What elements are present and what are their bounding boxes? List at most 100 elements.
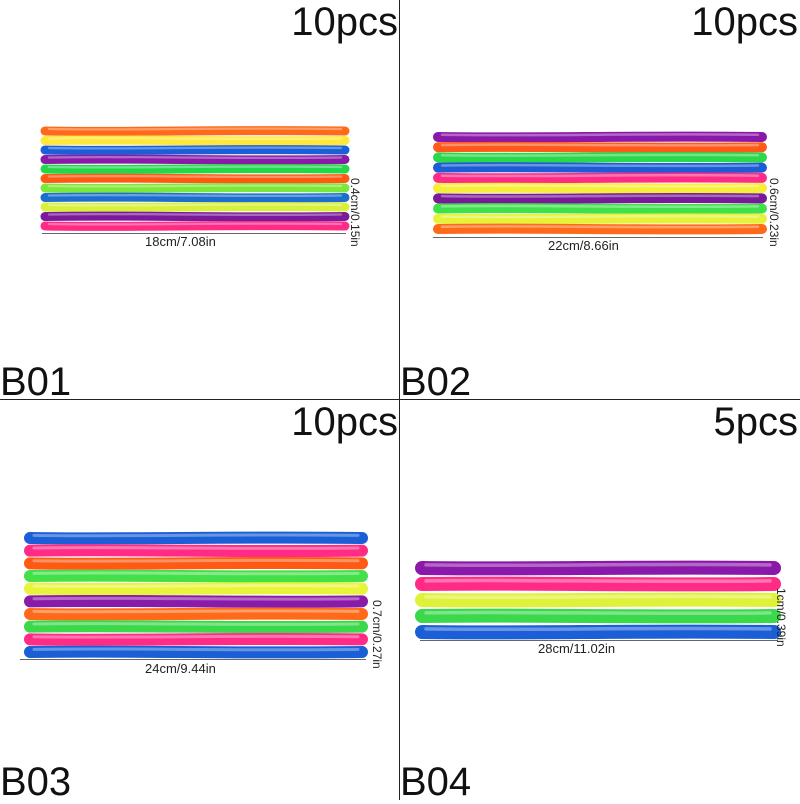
straw-bundle-b01 — [40, 126, 350, 231]
width-label: 0.4cm/0.15in — [348, 178, 362, 247]
width-label: 0.7cm/0.27in — [370, 600, 384, 669]
straw-highlight — [47, 127, 343, 131]
noodle-straw — [40, 211, 350, 222]
width-label: 0.6cm/0.23in — [767, 178, 781, 247]
straw-highlight — [32, 546, 360, 550]
product-code: B02 — [400, 360, 472, 404]
straw-highlight — [440, 133, 760, 137]
straw-highlight — [47, 165, 343, 169]
straw-highlight — [424, 578, 772, 584]
length-dimension-line — [42, 233, 346, 234]
noodle-straw — [433, 182, 767, 194]
panel-b02: 10pcs 22cm/8.66in 0.6cm/0.23in B02 — [400, 0, 800, 404]
noodle-straw — [433, 131, 767, 143]
straw-highlight — [47, 155, 343, 160]
noodle-straw — [433, 162, 767, 174]
count-label: 10pcs — [691, 0, 798, 44]
straw-highlight — [47, 184, 343, 188]
noodle-straw — [415, 560, 781, 576]
noodle-straw — [24, 645, 368, 659]
noodle-straw — [24, 620, 368, 634]
straw-bundle-b03 — [24, 531, 368, 659]
panel-b01: 10pcs 18cm/7.08in 0.4cm/0.15in B01 — [0, 0, 400, 404]
straw-highlight — [47, 174, 343, 179]
length-dimension-line — [420, 640, 778, 641]
noodle-straw — [415, 592, 781, 608]
noodle-straw — [433, 192, 767, 204]
noodle-straw — [40, 126, 350, 136]
length-label: 22cm/8.66in — [548, 238, 619, 253]
noodle-straw — [415, 608, 781, 624]
product-code: B03 — [0, 760, 72, 804]
straw-highlight — [440, 143, 760, 147]
straw-highlight — [440, 225, 760, 229]
noodle-straw — [40, 183, 350, 193]
width-label: 1cm/0.39in — [774, 588, 788, 647]
straw-highlight — [32, 533, 360, 538]
straw-highlight — [47, 212, 343, 217]
count-label: 5pcs — [713, 400, 799, 444]
noodle-straw — [433, 203, 767, 214]
horizontal-divider — [0, 399, 800, 400]
noodle-straw — [415, 624, 781, 640]
noodle-straw — [24, 569, 368, 583]
noodle-straw — [40, 221, 350, 231]
noodle-straw — [415, 576, 781, 592]
noodle-straw — [40, 154, 350, 165]
noodle-straw — [40, 145, 350, 155]
count-label: 10pcs — [291, 400, 398, 444]
noodle-straw — [40, 192, 350, 203]
straw-highlight — [32, 584, 360, 588]
noodle-straw — [24, 607, 368, 621]
straw-highlight — [440, 174, 760, 178]
straw-highlight — [440, 194, 760, 198]
product-code: B01 — [0, 360, 72, 404]
length-label: 24cm/9.44in — [145, 661, 216, 676]
noodle-straw — [24, 556, 368, 570]
length-dimension-line — [433, 237, 763, 238]
count-label: 10pcs — [291, 0, 398, 44]
noodle-straw — [40, 202, 350, 212]
noodle-straw — [433, 152, 767, 163]
length-label: 18cm/7.08in — [145, 234, 216, 249]
straw-highlight — [424, 610, 772, 616]
noodle-straw — [40, 173, 350, 184]
straw-highlight — [424, 626, 772, 632]
noodle-straw — [40, 135, 350, 146]
noodle-straw — [433, 213, 767, 225]
straw-highlight — [47, 203, 343, 207]
straw-bundle-b02 — [433, 131, 767, 235]
product-code: B04 — [400, 760, 472, 804]
straw-highlight — [47, 193, 343, 198]
noodle-straw — [24, 632, 368, 646]
vertical-divider — [399, 0, 400, 800]
straw-highlight — [32, 647, 360, 652]
straw-highlight — [32, 558, 360, 563]
straw-highlight — [47, 222, 343, 226]
straw-highlight — [47, 146, 343, 150]
straw-bundle-b04 — [415, 560, 781, 640]
noodle-straw — [433, 172, 767, 184]
noodle-straw — [24, 582, 368, 596]
straw-highlight — [47, 136, 343, 141]
straw-highlight — [440, 184, 760, 188]
noodle-straw — [24, 531, 368, 545]
noodle-straw — [433, 223, 767, 235]
panel-b03: 10pcs 24cm/9.44in 0.7cm/0.27in B03 — [0, 400, 400, 804]
noodle-straw — [40, 164, 350, 174]
panel-b04: 5pcs 28cm/11.02in 1cm/0.39in B04 — [400, 400, 800, 804]
straw-highlight — [440, 163, 760, 168]
straw-highlight — [32, 609, 360, 614]
straw-highlight — [424, 594, 772, 600]
straw-highlight — [32, 596, 360, 601]
straw-highlight — [32, 571, 360, 576]
straw-highlight — [440, 214, 760, 219]
noodle-straw — [24, 594, 368, 608]
straw-highlight — [32, 634, 360, 639]
straw-highlight — [440, 204, 760, 209]
straw-highlight — [424, 562, 772, 568]
noodle-straw — [24, 544, 368, 558]
noodle-straw — [433, 141, 767, 153]
length-label: 28cm/11.02in — [538, 641, 616, 656]
straw-highlight — [440, 153, 760, 157]
